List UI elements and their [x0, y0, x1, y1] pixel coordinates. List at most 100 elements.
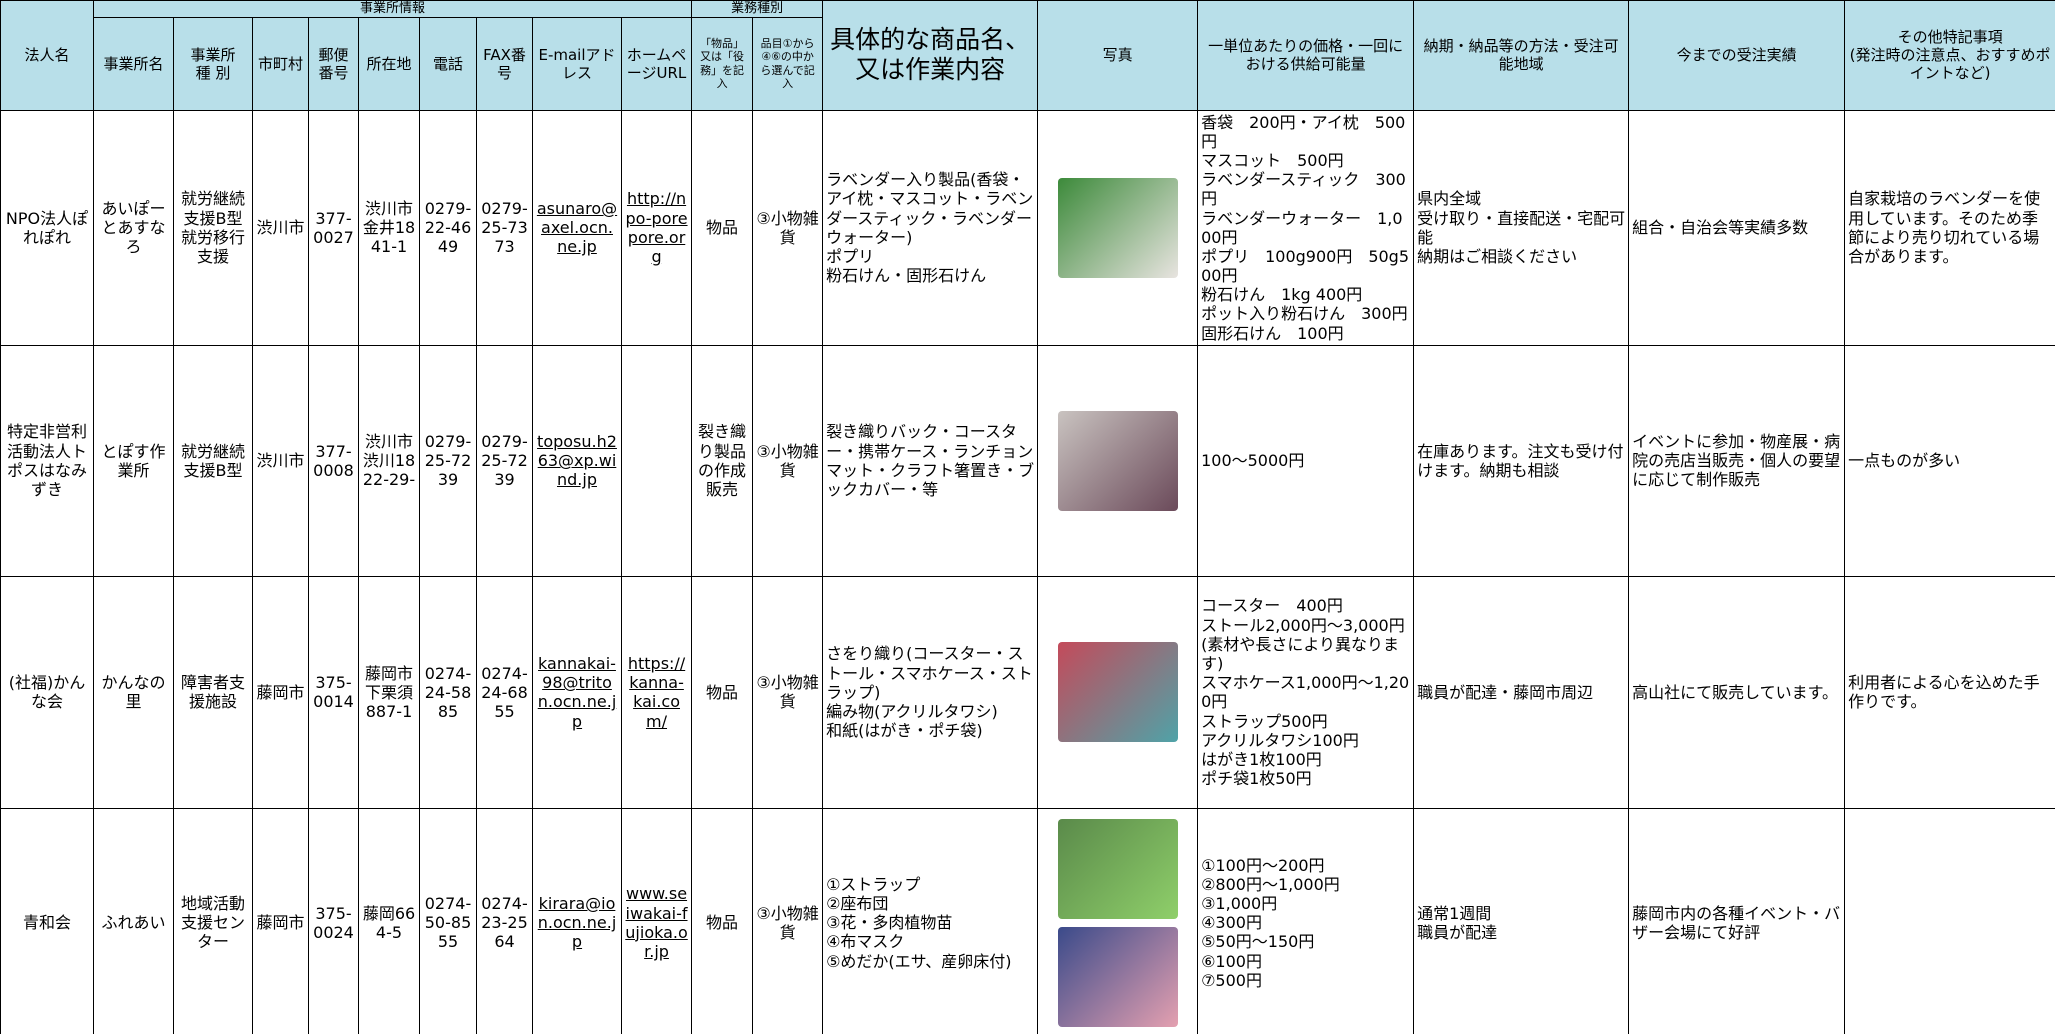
table-cell: (社福)かんな会 — [0, 575, 94, 809]
table-cell: 0274-50-8555 — [419, 807, 477, 1034]
photo — [1057, 410, 1178, 511]
photo-cell — [1037, 344, 1199, 577]
data-row: (社福)かんな会 かんなの里 障害者支援施設 藤岡市 375-0014 藤岡市下栗須887… — [0, 575, 2055, 809]
header-cell: 事業所名 — [93, 16, 174, 111]
header-cell: 郵便 番号 — [308, 16, 359, 111]
photo — [1057, 818, 1178, 919]
header-cell: 納期・納品等の方法・受注可能地域 — [1413, 0, 1630, 111]
header-cell: 一単位あたりの価格・一回における供給可能量 — [1197, 0, 1415, 111]
header-cell: FAX番号 — [476, 16, 533, 111]
table-cell: かんなの里 — [93, 575, 174, 809]
header-cell: 電話 — [419, 16, 477, 111]
table-cell: ③小物雑貨 — [752, 344, 824, 577]
header-cell: 具体的な商品名、 又は作業内容 — [822, 0, 1039, 111]
header-cell: 写真 — [1037, 0, 1199, 111]
table-cell: 100～5000円 — [1197, 344, 1415, 577]
table-cell: 0279-25-7373 — [476, 109, 533, 346]
table-cell: 渋川市渋川1822-29- — [358, 344, 420, 577]
table-cell: ふれあい — [93, 807, 174, 1034]
table-cell: 一点ものが多い — [1844, 344, 2055, 577]
table-cell: 0279-22-4649 — [419, 109, 477, 346]
table-cell: 0274-24-6855 — [476, 575, 533, 809]
data-row: 特定非営利活動法人トポスはなみずき とぽす作業所 就労継続支援B型 渋川市 377-00… — [0, 344, 2055, 577]
data-row: 青和会 ふれあい 地域活動支援センター 藤岡市 375-0024 藤岡664-5 0274-… — [0, 807, 2055, 1034]
table-cell: 通常1週間 職員が配達 — [1413, 807, 1630, 1034]
table-cell: 特定非営利活動法人トポスはなみずき — [0, 344, 94, 577]
table-cell: 藤岡市内の各種イベント・バザー会場にて好評 — [1628, 807, 1846, 1034]
table-cell: 裂き織りバック・コースター・携帯ケース・ランチョンマット・クラフト箸置き・ブック… — [822, 344, 1039, 577]
header-cell: 市町村 — [252, 16, 309, 111]
table-cell — [1844, 807, 2055, 1034]
table-cell: 渋川市金井1841-1 — [358, 109, 420, 346]
header-row: 事業所名 事業所 種 別市町村 郵便 番号 所在地 電話 FAX番号 E-mailアドレスホ… — [1, 16, 2055, 111]
table-cell: 物品 — [691, 575, 754, 809]
table-cell: 377-0008 — [308, 344, 359, 577]
table-cell: 375-0024 — [308, 807, 359, 1034]
table-cell: あいぽーとあすなろ — [93, 109, 174, 346]
table-cell: 自家栽培のラベンダーを使用しています。そのため季節により売り切れている場合があり… — [1844, 109, 2055, 346]
table-cell: 藤岡市下栗須887-1 — [358, 575, 420, 809]
photo-cell — [1037, 807, 1199, 1034]
table-cell: 渋川市 — [252, 109, 309, 346]
table-cell: 0274-23-2564 — [476, 807, 533, 1034]
table-cell: www.seiwakai-fujioka.or.jp — [620, 807, 693, 1034]
table-cell: 0274-24-5885 — [419, 575, 477, 809]
header-cell: E-mailアドレス — [532, 16, 622, 111]
photo-cell — [1037, 109, 1199, 346]
table-cell: 物品 — [691, 807, 754, 1034]
table-cell: 0279-25-7239 — [419, 344, 477, 577]
header-cell: 業務種別 — [691, 0, 824, 18]
table-cell: 障害者支援施設 — [173, 575, 253, 809]
table-cell: kirara@ion.ocn.ne.jp — [532, 807, 622, 1034]
photo — [1057, 642, 1178, 743]
photo-stack — [1041, 410, 1194, 511]
table-cell: 職員が配達・藤岡市周辺 — [1413, 575, 1630, 809]
table-cell: toposu.h263@xp.wind.jp — [532, 344, 622, 577]
table-cell: ①100円～200円 ②800円～1,000円 ③1,000円 ④300円 ⑤5… — [1197, 807, 1415, 1034]
photo — [1057, 177, 1178, 278]
table-cell: 0279-25-7239 — [476, 344, 533, 577]
table-cell: http://npo-porepore.org — [620, 109, 693, 346]
table-cell: 渋川市 — [252, 344, 309, 577]
table-cell: 藤岡664-5 — [358, 807, 420, 1034]
table-cell: 在庫あります。注文も受け付けます。納期も相談 — [1413, 344, 1630, 577]
header-cell: 事業所 種 別 — [173, 16, 253, 111]
data-row: NPO法人ぽれぽれ あいぽーとあすなろ 就労継続支援B型就労移行支援 渋川市 377-0… — [0, 109, 2055, 346]
table-cell: kannakai-98@triton.ocn.ne.jp — [532, 575, 622, 809]
photo-stack — [1041, 642, 1194, 743]
table-cell: 利用者による心を込めた手作りです。 — [1844, 575, 2055, 809]
table-cell: 物品 — [691, 109, 754, 346]
table-cell: NPO法人ぽれぽれ — [0, 109, 94, 346]
table-cell: 香袋 200円・アイ枕 500円 マスコット 500円 ラベンダースティック 3… — [1197, 109, 1415, 346]
table-cell: ①ストラップ ②座布団 ③花・多肉植物苗 ④布マスク ⑤めだか(エサ、産卵床付) — [822, 807, 1039, 1034]
table-cell: 就労継続支援B型就労移行支援 — [173, 109, 253, 346]
table-cell: 藤岡市 — [252, 575, 309, 809]
header-cell: 品目①から④⑥の中から選んで記入 — [752, 16, 824, 111]
table-cell: ③小物雑貨 — [752, 109, 824, 346]
header-cell: 法人名 — [0, 0, 94, 111]
photo-cell — [1037, 575, 1199, 809]
header-cell: 事業所情報 — [92, 0, 693, 18]
table-cell: 組合・自治会等実績多数 — [1628, 109, 1846, 346]
header-cell: ホームページURL — [620, 16, 693, 111]
table-cell: ③小物雑貨 — [752, 807, 824, 1034]
table-cell: 地域活動支援センター — [173, 807, 253, 1034]
table-cell: さをり織り(コースター・ストール・スマホケース・ストラップ) 編み物(アクリルタ… — [822, 575, 1039, 809]
table-cell: 県内全域 受け取り・直接配送・宅配可能 納期はご相談ください — [1413, 109, 1630, 346]
table-cell: 就労継続支援B型 — [173, 344, 253, 577]
table-cell: 裂き織り製品の作成販売 — [691, 344, 754, 577]
table-cell: ラベンダー入り製品(香袋・アイ枕・マスコット・ラベンダースティック・ラベンダーウ… — [822, 109, 1039, 346]
table-cell: https://kanna-kai.com/ — [620, 575, 693, 809]
header-row: 法人名 事業所情報 業務種別 具体的な商品名、 又は作業内容 写真 一単位あたりの価格・一… — [0, 0, 2055, 111]
header-cell: 所在地 — [358, 16, 420, 111]
table-cell: asunaro@axel.ocn.ne.jp — [532, 109, 622, 346]
table-cell: コースター 400円 ストール2,000円～3,000円(素材や長さにより異なり… — [1197, 575, 1415, 809]
table-cell: ③小物雑貨 — [752, 575, 824, 809]
table-cell: 375-0014 — [308, 575, 359, 809]
table-cell: 藤岡市 — [252, 807, 309, 1034]
table-cell — [620, 344, 693, 577]
photo-stack — [1041, 177, 1194, 278]
table-cell: 高山社にて販売しています。 — [1628, 575, 1846, 809]
